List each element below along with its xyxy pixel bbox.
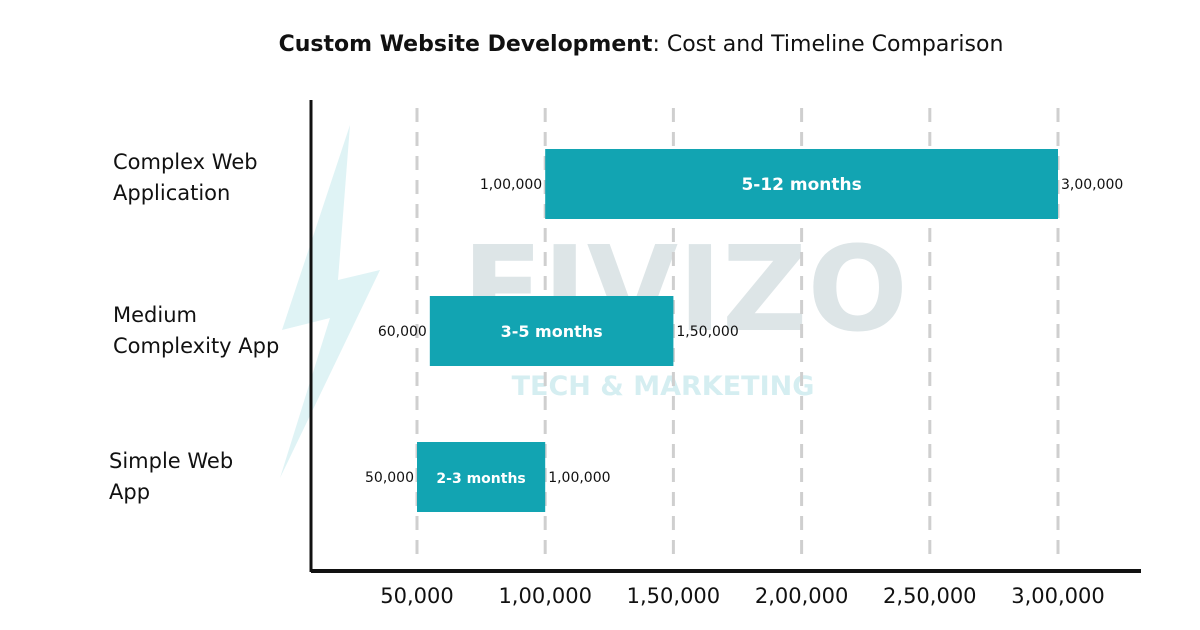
- chart-title: Custom Website Development: Cost and Tim…: [0, 32, 1200, 57]
- category-label-line: App: [109, 480, 151, 504]
- range-end-label: 3,00,000: [1061, 177, 1123, 193]
- x-tick-label: 3,00,000: [1011, 584, 1105, 608]
- x-tick-label: 2,50,000: [883, 584, 977, 608]
- category-label-complex: Complex Web Application: [113, 147, 258, 209]
- chart-title-bold: Custom Website Development: [278, 32, 653, 57]
- x-tick-label: 2,00,000: [755, 584, 849, 608]
- range-bar: [417, 442, 546, 512]
- axes: [309, 100, 1141, 573]
- x-tick-label: 50,000: [380, 584, 453, 608]
- category-label-line: Medium: [113, 303, 197, 327]
- duration-label: 3-5 months: [501, 322, 603, 341]
- duration-label: 5-12 months: [741, 175, 861, 195]
- category-label-line: Simple Web: [109, 449, 234, 473]
- range-bar: [545, 149, 1058, 219]
- x-tick-labels: 50,000 1,00,000 1,50,000 2,00,000 2,50,000 3,…: [380, 584, 1105, 608]
- range-bar: [429, 296, 674, 366]
- range-start-label: 50,000: [365, 470, 414, 486]
- category-label-line: Complex Web: [113, 150, 258, 174]
- category-label-medium: Medium Complexity App: [113, 300, 279, 362]
- range-end-label: 1,00,000: [548, 470, 610, 486]
- watermark-bolt-icon: [280, 125, 380, 478]
- bars: 5-12 months 1,00,000 3,00,000 3-5 months 60,…: [365, 149, 1123, 512]
- category-label-line: Complexity App: [113, 334, 280, 358]
- category-label-simple: Simple Web App: [109, 446, 233, 508]
- range-start-label: 1,00,000: [480, 177, 542, 193]
- category-label-line: Application: [113, 181, 231, 205]
- duration-label: 2-3 months: [436, 471, 525, 487]
- watermark: FIVIZO TECH & MARKETING: [280, 125, 908, 478]
- range-end-label: 1,50,000: [676, 324, 738, 340]
- range-start-label: 60,000: [378, 324, 427, 340]
- x-tick-label: 1,00,000: [498, 584, 592, 608]
- x-tick-label: 1,50,000: [627, 584, 721, 608]
- chart-title-rest: : Cost and Timeline Comparison: [652, 32, 1004, 57]
- watermark-tagline: TECH & MARKETING: [512, 371, 815, 402]
